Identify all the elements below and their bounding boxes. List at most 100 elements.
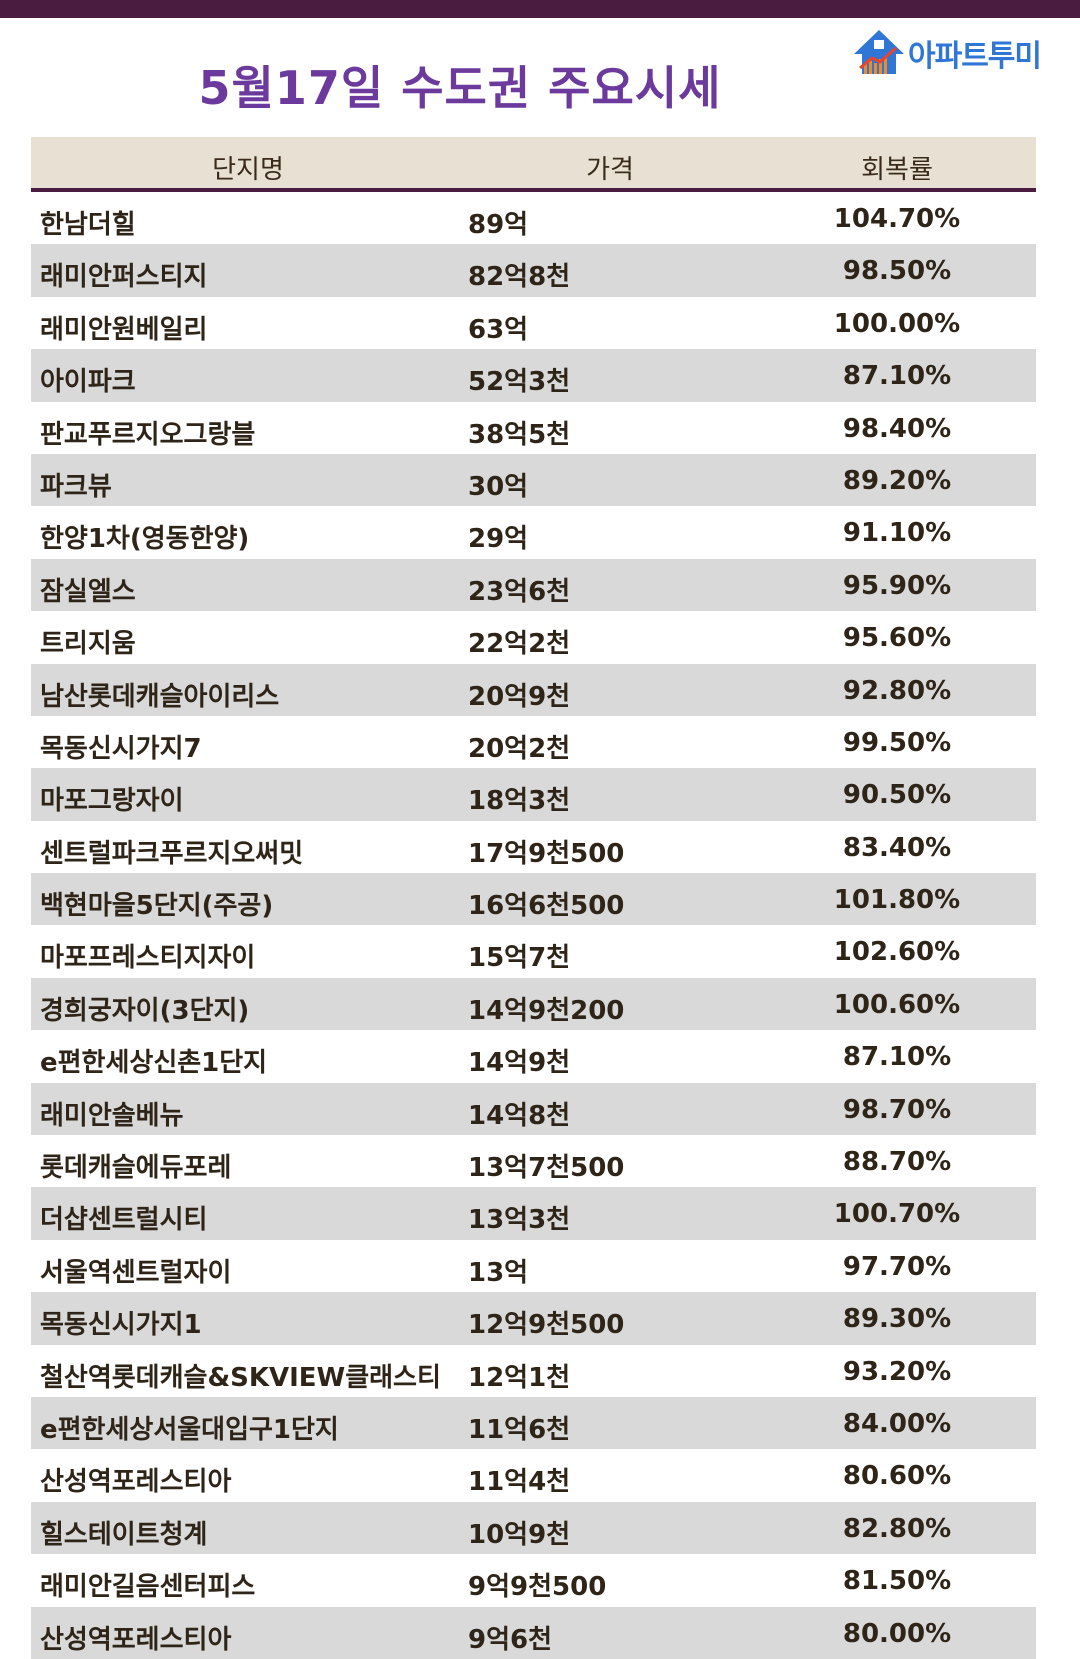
recovery-rate: 91.10% (842, 518, 952, 549)
price: 13억 (468, 1257, 529, 1288)
price: 12억9천500 (468, 1310, 625, 1341)
recovery-rate: 90.50% (842, 780, 952, 811)
price: 20억9천 (468, 681, 571, 712)
price: 14억9천200 (468, 995, 625, 1026)
table-row: 경희궁자이(3단지) 14억9천200 100.60% (31, 977, 1036, 1031)
complex-name: 래미안원베일리 (40, 314, 208, 345)
recovery-rate: 98.40% (842, 413, 952, 444)
table-row: 아이파크 52억3천 87.10% (31, 349, 1036, 402)
recovery-rate: 100.70% (833, 1199, 961, 1230)
price: 63억 (468, 314, 529, 345)
recovery-rate: 87.10% (842, 361, 952, 392)
table-row: 래미안원베일리 63억 100.00% (31, 297, 1036, 349)
table-row: 서울역센트럴자이 13억 97.70% (31, 1240, 1036, 1292)
table-row: 산성역포레스티아 11억4천 80.60% (31, 1449, 1036, 1501)
table-row: 판교푸르지오그랑블 38억5천 98.40% (31, 402, 1036, 454)
complex-name: 경희궁자이(3단지) (40, 995, 250, 1026)
header-recovery-rate: 회복률 (861, 155, 933, 185)
complex-name: 아이파크 (40, 367, 136, 398)
table-row: 마포프레스티지자이 15억7천 102.60% (31, 925, 1036, 977)
complex-name: 힐스테이트청계 (40, 1519, 208, 1550)
recovery-rate: 97.70% (842, 1251, 952, 1282)
price: 22억2천 (468, 629, 571, 660)
complex-name: 한남더힐 (40, 210, 136, 240)
price: 23억6천 (468, 576, 571, 607)
complex-name: 백현마을5단지(주공) (40, 891, 274, 922)
price-table: 단지명 가격 회복률 한남더힐 89억 104.70% 래미안퍼스티지 82억8천 98.… (31, 137, 1036, 1659)
recovery-rate: 93.20% (842, 1356, 952, 1387)
table-row: 힐스테이트청계 10억9천 82.80% (31, 1501, 1036, 1555)
price: 13억7천500 (468, 1153, 625, 1184)
complex-name: 목동신시가지1 (40, 1310, 202, 1341)
price: 30억 (468, 471, 529, 502)
price: 29억 (468, 524, 529, 555)
table-row: 마포그랑자이 18억3천 90.50% (31, 768, 1036, 821)
table-row: 트리지움 22억2천 95.60% (31, 611, 1036, 663)
price: 17억9천500 (468, 838, 625, 869)
recovery-rate: 101.80% (833, 885, 961, 916)
price: 14억9천 (468, 1048, 571, 1079)
price: 52억3천 (468, 367, 571, 398)
recovery-rate: 87.10% (842, 1042, 952, 1073)
table-row: 철산역롯데캐슬&SKVIEW클래스티 12억1천 93.20% (31, 1345, 1036, 1397)
header-price: 가격 (586, 155, 634, 185)
table-row: 래미안길음센터피스 9억9천500 81.50% (31, 1554, 1036, 1606)
complex-name: e편한세상신촌1단지 (40, 1048, 268, 1079)
top-bar (0, 0, 1080, 18)
complex-name: 마포프레스티지자이 (40, 943, 256, 974)
price: 89억 (468, 210, 529, 240)
table-row: 센트럴파크푸르지오써밋 17억9천500 83.40% (31, 821, 1036, 873)
complex-name: 목동신시가지7 (40, 733, 202, 764)
recovery-rate: 80.00% (842, 1618, 952, 1649)
recovery-rate: 99.50% (842, 727, 952, 758)
table-row: 산성역포레스티아 9억6천 80.00% (31, 1606, 1036, 1659)
table-row: 백현마을5단지(주공) 16억6천500 101.80% (31, 873, 1036, 926)
complex-name: 마포그랑자이 (40, 786, 184, 817)
complex-name: 산성역포레스티아 (40, 1467, 232, 1498)
page-title: 5월17일 수도권 주요시세 (198, 61, 722, 115)
price: 10억9천 (468, 1519, 571, 1550)
complex-name: 한양1차(영동한양) (40, 524, 250, 555)
complex-name: 파크뷰 (40, 471, 112, 502)
price: 15억7천 (468, 943, 571, 974)
house-chart-icon (854, 30, 904, 74)
recovery-rate: 80.60% (842, 1461, 952, 1492)
complex-name: 센트럴파크푸르지오써밋 (40, 838, 304, 869)
recovery-rate: 82.80% (842, 1513, 952, 1544)
table-header: 단지명 가격 회복률 (31, 137, 1036, 192)
price: 11억4천 (468, 1467, 571, 1498)
complex-name: 래미안퍼스티지 (40, 262, 208, 293)
table-row: 더샵센트럴시티 13억3천 100.70% (31, 1187, 1036, 1240)
recovery-rate: 102.60% (833, 937, 961, 968)
price: 16억6천500 (468, 891, 625, 922)
table-row: 래미안솔베뉴 14억8천 98.70% (31, 1082, 1036, 1136)
price: 12억1천 (468, 1362, 571, 1393)
complex-name: 남산롯데캐슬아이리스 (40, 681, 280, 712)
header-complex-name: 단지명 (212, 155, 284, 185)
table-row: 목동신시가지1 12억9천500 89.30% (31, 1292, 1036, 1345)
price: 11억6천 (468, 1414, 571, 1445)
complex-name: 산성역포레스티아 (40, 1624, 232, 1655)
complex-name: 래미안길음센터피스 (40, 1572, 256, 1603)
price: 9억6천 (468, 1624, 553, 1655)
table-row: e편한세상신촌1단지 14억9천 87.10% (31, 1030, 1036, 1082)
price: 20억2천 (468, 733, 571, 764)
recovery-rate: 92.80% (842, 675, 952, 706)
recovery-rate: 100.00% (833, 308, 961, 339)
price: 14억8천 (468, 1100, 571, 1131)
recovery-rate: 84.00% (842, 1408, 952, 1439)
recovery-rate: 98.70% (842, 1094, 952, 1125)
recovery-rate: 100.60% (833, 989, 961, 1020)
logo: 아파트투미 (852, 28, 1042, 78)
complex-name: 판교푸르지오그랑블 (40, 419, 256, 450)
recovery-rate: 83.40% (842, 832, 952, 863)
table-row: 목동신시가지7 20억2천 99.50% (31, 716, 1036, 768)
complex-name: e편한세상서울대입구1단지 (40, 1414, 339, 1445)
table-row: 잠실엘스 23억6천 95.90% (31, 558, 1036, 612)
recovery-rate: 95.60% (842, 623, 952, 654)
table-body: 한남더힐 89억 104.70% 래미안퍼스티지 82억8천 98.50% 래미안원베일리 6… (31, 192, 1036, 1659)
recovery-rate: 95.90% (842, 570, 952, 601)
price: 38억5천 (468, 419, 571, 450)
price: 82억8천 (468, 262, 571, 293)
price: 13억3천 (468, 1205, 571, 1236)
